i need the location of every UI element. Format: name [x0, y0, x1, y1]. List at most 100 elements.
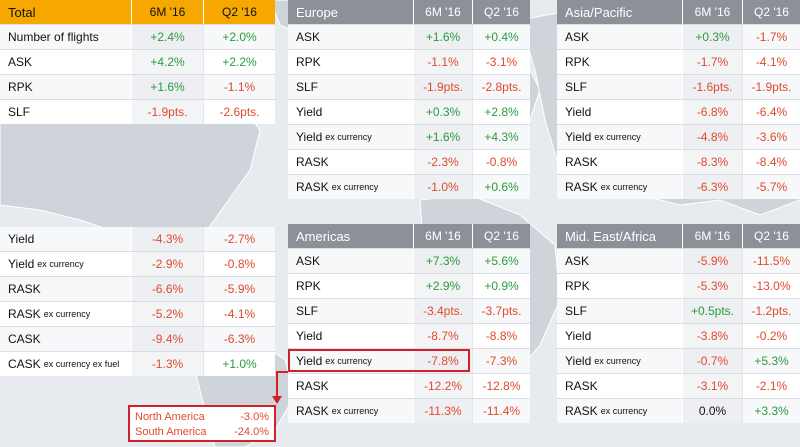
table-row: Yield ex currency -7.8% -7.3% [288, 349, 530, 374]
table-row: RASK ex currency 0.0% +3.3% [557, 399, 800, 423]
mideast-table-header: Mid. East/Africa 6M '16 Q2 '16 [557, 224, 800, 249]
value-6m: -9.4% [131, 327, 203, 351]
value-6m: -0.7% [682, 349, 742, 373]
value-6m: +1.6% [413, 25, 472, 49]
metric-label: SLF [0, 100, 131, 124]
metric-label: SLF [288, 75, 413, 99]
value-6m: -2.9% [131, 252, 203, 276]
table-row: RPK +1.6% -1.1% [0, 75, 275, 100]
table-row: Yield +0.3% +2.8% [288, 100, 530, 125]
value-q2: -4.1% [203, 302, 275, 326]
metric-label: RASK [557, 150, 682, 174]
metric-label: RASK [0, 277, 131, 301]
metric-label: RASK [288, 150, 413, 174]
table-row: RPK +2.9% +0.9% [288, 274, 530, 299]
metric-label: RASK ex currency [557, 175, 682, 199]
value-q2: -2.8pts. [472, 75, 530, 99]
metric-label: CASK ex currency ex fuel [0, 352, 131, 376]
metric-label: RASK [557, 374, 682, 398]
value-q2: -12.8% [472, 374, 530, 398]
metric-qualifier: ex currency [325, 132, 372, 142]
metric-label: RPK [288, 274, 413, 298]
table-row: Yield -3.8% -0.2% [557, 324, 800, 349]
value-6m: -5.9% [682, 249, 742, 273]
metric-label: RASK ex currency [557, 399, 682, 423]
americas-title: Americas [288, 224, 413, 248]
value-6m: -6.6% [131, 277, 203, 301]
metric-label: SLF [557, 75, 682, 99]
value-6m: -3.4pts. [413, 299, 472, 323]
metric-name: Yield [8, 257, 35, 271]
table-row: RASK -6.6% -5.9% [0, 277, 275, 302]
metric-name: Yield [565, 105, 592, 119]
value-q2: -0.8% [203, 252, 275, 276]
value-q2: -1.7% [742, 25, 800, 49]
metric-qualifier: ex currency ex fuel [43, 359, 120, 369]
value-q2: -3.6% [742, 125, 800, 149]
value-6m: -6.8% [682, 100, 742, 124]
metric-qualifier: ex currency [600, 182, 648, 192]
metric-qualifier: ex currency [37, 259, 84, 269]
asia-table-header: Asia/Pacific 6M '16 Q2 '16 [557, 0, 800, 25]
value-6m: -4.8% [682, 125, 742, 149]
metric-label: Yield [288, 324, 413, 348]
value-6m: -3.1% [682, 374, 742, 398]
metric-name: ASK [565, 30, 590, 44]
table-row: RASK -2.3% -0.8% [288, 150, 530, 175]
metric-label: RPK [557, 50, 682, 74]
metric-label: Yield [0, 227, 131, 251]
metric-name: SLF [565, 80, 588, 94]
value-q2: -8.4% [742, 150, 800, 174]
table-row: CASK -9.4% -6.3% [0, 327, 275, 352]
table-row: RPK -1.1% -3.1% [288, 50, 530, 75]
value-q2: +4.3% [472, 125, 530, 149]
value-6m: +1.6% [131, 75, 203, 99]
metric-name: CASK [8, 357, 41, 371]
metric-label: Yield [557, 100, 682, 124]
metric-name: SLF [296, 304, 319, 318]
value-6m: +0.3% [682, 25, 742, 49]
metric-label: ASK [0, 50, 131, 74]
col-q2-header: Q2 '16 [742, 224, 800, 248]
table-row: CASK ex currency ex fuel -1.3% +1.0% [0, 352, 275, 376]
europe-table-header: Europe 6M '16 Q2 '16 [288, 0, 530, 25]
metric-qualifier: ex currency [600, 406, 648, 416]
metric-name: RPK [565, 55, 590, 69]
col-q2-header: Q2 '16 [472, 224, 530, 248]
metric-name: RASK [296, 379, 329, 393]
table-row: ASK +1.6% +0.4% [288, 25, 530, 50]
metric-name: RASK [8, 307, 41, 321]
asia-title: Asia/Pacific [557, 0, 682, 24]
metric-name: RPK [565, 279, 590, 293]
table-row: SLF -1.6pts. -1.9pts. [557, 75, 800, 100]
metric-name: RASK [296, 180, 329, 194]
table-row: Yield -6.8% -6.4% [557, 100, 800, 125]
metric-label: ASK [288, 25, 413, 49]
metric-label: Number of flights [0, 25, 131, 49]
metric-label: RPK [0, 75, 131, 99]
metric-name: RPK [296, 279, 321, 293]
col-q2-header: Q2 '16 [742, 0, 800, 24]
metric-label: CASK [0, 327, 131, 351]
value-q2: -5.7% [742, 175, 800, 199]
metric-label: RPK [557, 274, 682, 298]
table-row: Yield ex currency -0.7% +5.3% [557, 349, 800, 374]
table-row: RASK ex currency -11.3% -11.4% [288, 399, 530, 423]
metric-name: Yield [565, 329, 592, 343]
value-q2: -5.9% [203, 277, 275, 301]
asia-pacific-table: Asia/Pacific 6M '16 Q2 '16 ASK +0.3% -1.7%… [557, 0, 800, 199]
value-6m: +4.2% [131, 50, 203, 74]
value-6m: +0.5pts. [682, 299, 742, 323]
value-6m: -1.0% [413, 175, 472, 199]
value-q2: -11.5% [742, 249, 800, 273]
metric-label: RASK [288, 374, 413, 398]
value-6m: +1.6% [413, 125, 472, 149]
table-row: ASK +4.2% +2.2% [0, 50, 275, 75]
value-q2: +0.9% [472, 274, 530, 298]
value-6m: -4.3% [131, 227, 203, 251]
value-q2: +3.3% [742, 399, 800, 423]
metric-label: ASK [557, 249, 682, 273]
metric-name: RASK [8, 282, 41, 296]
table-row: RPK -5.3% -13.0% [557, 274, 800, 299]
value-q2: -7.3% [472, 349, 530, 373]
